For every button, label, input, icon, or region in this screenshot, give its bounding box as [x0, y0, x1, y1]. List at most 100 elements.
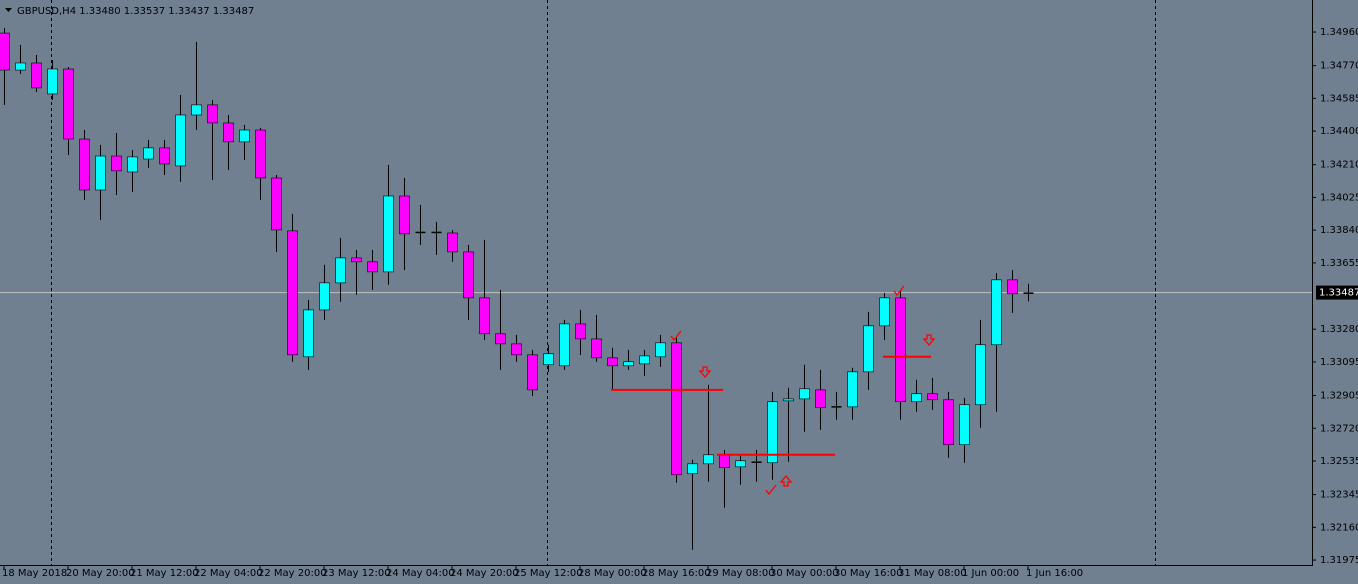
y-tick-label: 1.34400 [1320, 126, 1358, 137]
candle-body [527, 354, 538, 391]
x-tick-label: 21 May 12:00 [130, 568, 199, 579]
plot [0, 27, 1312, 550]
candle-body [271, 177, 282, 231]
candle-body [63, 68, 74, 140]
candle-body [623, 361, 634, 367]
candle-body [287, 230, 298, 356]
x-tick-label: 22 May 20:00 [258, 568, 327, 579]
candle-body [863, 325, 874, 373]
candle-body [895, 297, 906, 403]
down-arrow-icon [698, 366, 712, 379]
x-tick-label: 24 May 04:00 [386, 568, 455, 579]
chart-title: GBPUSD,H4 1.33480 1.33537 1.33437 1.3348… [17, 6, 254, 17]
candle-body [655, 342, 666, 358]
candle-body [847, 371, 858, 408]
candle-body [207, 104, 218, 124]
candle-body [671, 342, 682, 476]
check-icon [893, 285, 905, 297]
candle-body [399, 195, 410, 235]
candle-body [543, 353, 554, 366]
candle-body [559, 323, 570, 367]
y-tick-label: 1.32345 [1320, 490, 1358, 501]
candle-body [879, 297, 890, 327]
check-icon [670, 330, 682, 342]
candle-body [783, 398, 794, 402]
check-icon [765, 484, 777, 496]
up-arrow-icon [779, 474, 793, 487]
candle-body [959, 404, 970, 446]
candle-body [447, 232, 458, 253]
candle-body [767, 401, 778, 464]
y-tick-label: 1.34960 [1320, 27, 1358, 38]
x-tick-label: 24 May 20:00 [450, 568, 519, 579]
y-tick-label: 1.34025 [1320, 192, 1358, 203]
candle-body [1007, 279, 1018, 295]
candle-body [975, 344, 986, 406]
y-tick-label: 1.33280 [1320, 324, 1358, 335]
candle-body [127, 156, 138, 173]
candle-body [303, 309, 314, 358]
candle-body [639, 355, 650, 365]
candle-body [495, 333, 506, 345]
x-tick-label: 28 May 16:00 [642, 568, 711, 579]
candle-body [15, 62, 26, 71]
candle-body [111, 155, 122, 172]
candle-body [0, 32, 10, 71]
candle-body [703, 454, 714, 465]
x-tick-label: 1 Jun 00:00 [962, 568, 1019, 579]
x-tick-label: 18 May 2018 [2, 568, 67, 579]
candle-body [463, 251, 474, 299]
x-tick-label: 30 May 16:00 [834, 568, 903, 579]
y-tick-label: 1.32535 [1320, 456, 1358, 467]
y-tick-label: 1.33095 [1320, 357, 1358, 368]
candle-body [943, 399, 954, 446]
candle-body [367, 261, 378, 273]
candle-body [927, 393, 938, 401]
y-tick-label: 1.33655 [1320, 258, 1358, 269]
last-price-box [1316, 285, 1358, 300]
candle-body [335, 257, 346, 284]
candle-body [815, 389, 826, 409]
candle-body [735, 460, 746, 468]
x-tick-label: 30 May 00:00 [770, 568, 839, 579]
y-tick-label: 1.34210 [1320, 160, 1358, 171]
candle-body [607, 357, 618, 367]
candle-body [47, 68, 58, 95]
candle-body [479, 297, 490, 335]
x-tick-label: 22 May 04:00 [194, 568, 263, 579]
candle-body [687, 463, 698, 475]
candle-body [351, 257, 362, 263]
candle-body [95, 155, 106, 191]
candle-body [591, 338, 602, 359]
y-tick-label: 1.31975 [1320, 555, 1358, 566]
candle-body [159, 147, 170, 165]
title-menu-icon [5, 8, 12, 12]
candle-body [319, 282, 330, 311]
x-tick-label: 28 May 00:00 [578, 568, 647, 579]
x-tick-label: 23 May 12:00 [322, 568, 391, 579]
candle-body [575, 323, 586, 340]
last-price-label: 1.33487 [1319, 288, 1358, 299]
signal-icons [670, 285, 936, 496]
y-tick-label: 1.33840 [1320, 225, 1358, 236]
y-tick-label: 1.32160 [1320, 522, 1358, 533]
y-tick-label: 1.34770 [1320, 61, 1358, 72]
x-tick-label: 29 May 08:00 [706, 568, 775, 579]
x-tick-label: 1 Jun 16:00 [1026, 568, 1083, 579]
period-separators [51, 0, 1156, 565]
candle-body [143, 147, 154, 160]
candle-body [31, 62, 42, 89]
candle-body [719, 454, 730, 469]
y-tick-label: 1.32905 [1320, 391, 1358, 402]
candle-body [175, 114, 186, 167]
candle-body [191, 104, 202, 116]
y-tick-label: 1.34585 [1320, 93, 1358, 104]
candle-body [511, 343, 522, 356]
y-tick-label: 1.32720 [1320, 423, 1358, 434]
candle-body [991, 279, 1002, 346]
candle-body [223, 122, 234, 143]
x-tick-label: 25 May 12:00 [514, 568, 583, 579]
candle-body [239, 129, 250, 143]
